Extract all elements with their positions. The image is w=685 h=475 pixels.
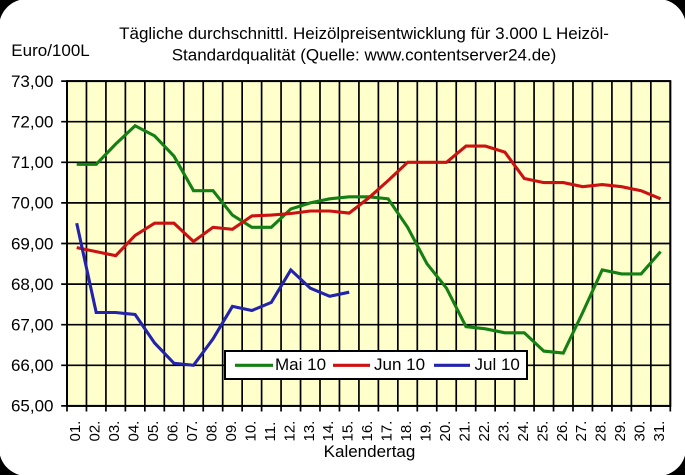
svg-text:28.: 28. bbox=[593, 421, 610, 442]
svg-text:02.: 02. bbox=[87, 421, 104, 442]
svg-text:72,00: 72,00 bbox=[11, 113, 54, 132]
svg-text:03.: 03. bbox=[106, 421, 123, 442]
svg-text:Jul 10: Jul 10 bbox=[475, 355, 520, 374]
svg-text:10.: 10. bbox=[242, 421, 259, 442]
svg-text:22.: 22. bbox=[476, 421, 493, 442]
svg-text:Kalendertag: Kalendertag bbox=[324, 442, 416, 461]
svg-text:31.: 31. bbox=[651, 421, 668, 442]
svg-text:21.: 21. bbox=[457, 421, 474, 442]
svg-text:12.: 12. bbox=[281, 421, 298, 442]
svg-text:69,00: 69,00 bbox=[11, 234, 54, 253]
svg-text:14.: 14. bbox=[320, 421, 337, 442]
svg-text:20.: 20. bbox=[437, 421, 454, 442]
svg-text:Euro/100L: Euro/100L bbox=[11, 41, 89, 60]
svg-text:24.: 24. bbox=[515, 421, 532, 442]
svg-text:Jun 10: Jun 10 bbox=[374, 355, 425, 374]
svg-text:Tägliche durchschnittl. Heizöl: Tägliche durchschnittl. Heizölpreisentwi… bbox=[119, 24, 609, 43]
svg-text:11.: 11. bbox=[262, 422, 279, 442]
svg-text:05.: 05. bbox=[145, 421, 162, 442]
svg-text:15.: 15. bbox=[340, 421, 357, 442]
svg-text:71,00: 71,00 bbox=[11, 153, 54, 172]
svg-text:67,00: 67,00 bbox=[11, 316, 54, 335]
svg-text:18.: 18. bbox=[398, 421, 415, 442]
svg-text:26.: 26. bbox=[554, 421, 571, 442]
svg-text:19.: 19. bbox=[418, 421, 435, 442]
svg-text:17.: 17. bbox=[379, 421, 396, 442]
svg-text:65,00: 65,00 bbox=[11, 397, 54, 416]
svg-text:70,00: 70,00 bbox=[11, 194, 54, 213]
svg-text:07.: 07. bbox=[184, 421, 201, 442]
svg-text:16.: 16. bbox=[359, 421, 376, 442]
svg-text:01.: 01. bbox=[67, 421, 84, 442]
svg-text:04.: 04. bbox=[126, 421, 143, 442]
svg-text:06.: 06. bbox=[165, 421, 182, 442]
svg-text:66,00: 66,00 bbox=[11, 356, 54, 375]
svg-text:25.: 25. bbox=[534, 421, 551, 442]
svg-text:27.: 27. bbox=[573, 421, 590, 442]
svg-text:09.: 09. bbox=[223, 421, 240, 442]
svg-text:08.: 08. bbox=[204, 421, 221, 442]
svg-text:Mai 10: Mai 10 bbox=[275, 355, 326, 374]
svg-text:30.: 30. bbox=[632, 421, 649, 442]
svg-text:73,00: 73,00 bbox=[11, 72, 54, 91]
svg-text:Standardqualität (Quelle: www.: Standardqualität (Quelle: www.contentser… bbox=[172, 45, 557, 64]
svg-text:13.: 13. bbox=[301, 421, 318, 442]
svg-text:29.: 29. bbox=[612, 421, 629, 442]
svg-text:23.: 23. bbox=[495, 421, 512, 442]
svg-text:68,00: 68,00 bbox=[11, 275, 54, 294]
